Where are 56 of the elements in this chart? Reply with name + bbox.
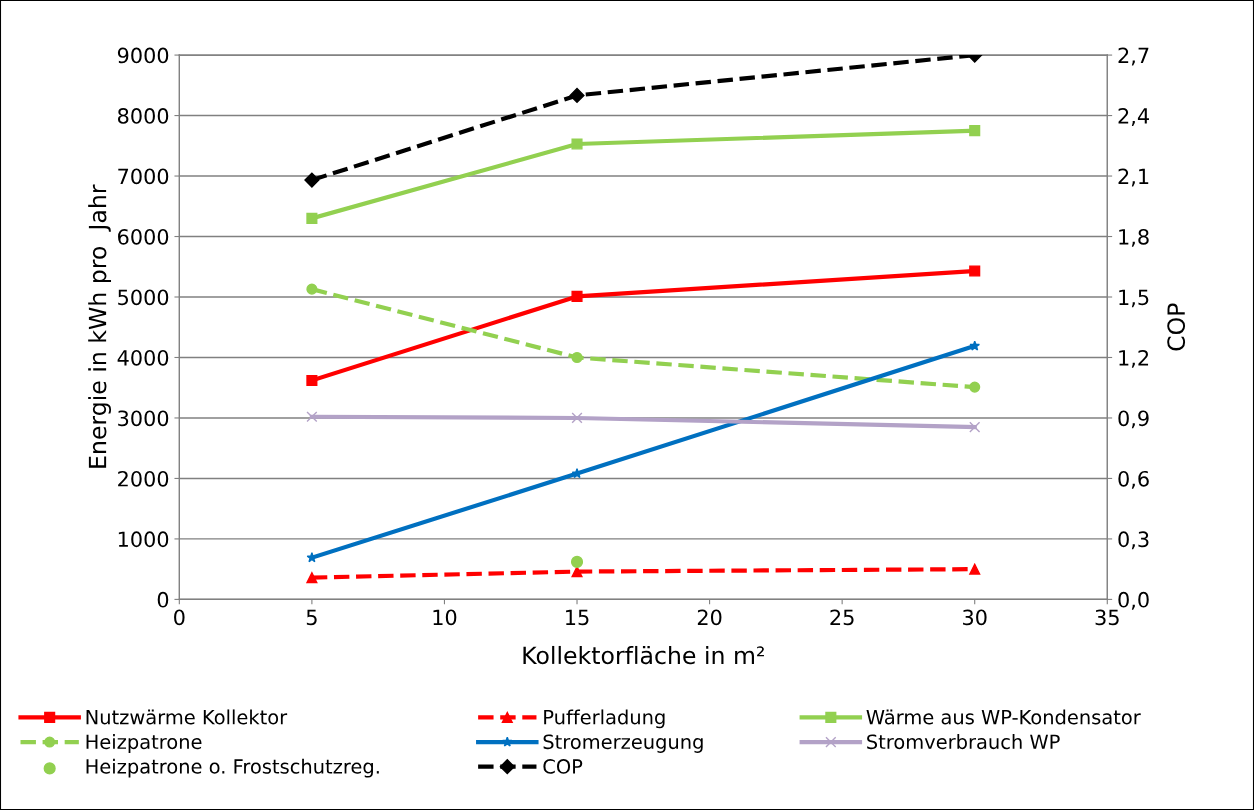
y-tick-label: 3000 (118, 410, 169, 427)
point (570, 555, 584, 568)
x-tick-label: 5 (306, 609, 317, 626)
y2-tick-label: 1,5 (1119, 289, 1149, 308)
legend-label: Nutzwärme Kollektor (86, 709, 288, 725)
y2-tick-label: 2,1 (1118, 168, 1149, 187)
y2-tick-label: 0,3 (1118, 531, 1149, 550)
y-tick-label: 7000 (118, 168, 169, 185)
y2-axis-title: COP (1167, 303, 1186, 351)
legend-label: COP (543, 759, 583, 774)
legend-label: Pufferladung (544, 709, 665, 729)
y2-tick-label: 0,6 (1118, 470, 1149, 489)
y-tick-label: 6000 (118, 228, 169, 245)
y-axis-title: Energie in kWh pro Jahr (88, 184, 112, 468)
point (571, 412, 583, 424)
legend-label: Heizpatrone o. Frostschutzreg. (86, 758, 379, 778)
y2-tick-label: 2,7 (1118, 47, 1149, 66)
x-tick-label: 10 (433, 609, 457, 626)
y-tick-label: 2000 (118, 470, 169, 487)
point (969, 340, 981, 351)
y-tick-label: 0 (157, 591, 169, 608)
x-tick-label: 0 (174, 609, 185, 626)
point (969, 421, 981, 433)
point (969, 125, 981, 137)
y-tick-label: 5000 (118, 289, 169, 306)
legend-label: Wärme aus WP-Kondensator (866, 709, 1141, 725)
x-tick-label: 25 (830, 609, 854, 626)
point (571, 351, 583, 364)
point (306, 411, 318, 423)
point (306, 374, 318, 387)
x-tick-label: 30 (963, 609, 987, 626)
x-tick-label: 35 (1095, 609, 1119, 626)
x-tick-label: 20 (697, 609, 722, 626)
point (969, 381, 981, 393)
x-axis-title: Kollektorfläche in m² (523, 645, 764, 665)
point (571, 290, 583, 302)
y2-tick-label: 1,8 (1119, 228, 1149, 247)
legend-label: Stromverbrauch WP (867, 734, 1060, 750)
point (306, 283, 318, 295)
y2-tick-label: 1,2 (1119, 349, 1149, 368)
point (571, 138, 583, 150)
y-tick-label: 1000 (118, 531, 169, 548)
legend-label: Heizpatrone (86, 734, 202, 753)
legend-label: Stromerzeugung (543, 734, 703, 753)
y-tick-label: 4000 (117, 349, 169, 366)
point (969, 563, 981, 575)
point (306, 212, 318, 224)
point (306, 572, 318, 584)
y2-tick-label: 2,4 (1118, 108, 1149, 126)
y2-tick-label: 0,0 (1118, 591, 1149, 610)
y2-tick-label: 0,9 (1118, 410, 1149, 429)
point (571, 566, 583, 578)
y-tick-label: 9000 (117, 47, 169, 64)
point (969, 265, 981, 277)
y-tick-label: 8000 (117, 108, 169, 124)
x-tick-label: 15 (566, 609, 589, 626)
